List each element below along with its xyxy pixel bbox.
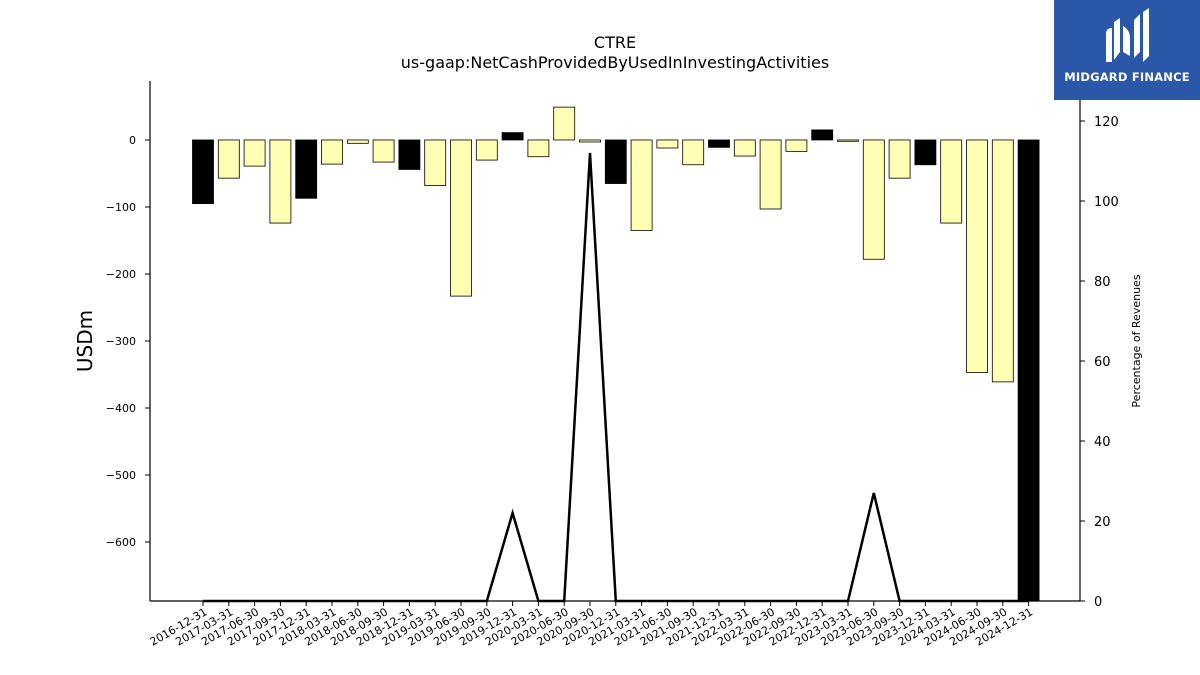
logo-text: MIDGARD FINANCE (1064, 70, 1190, 84)
y2-tick-label: 20 (1094, 515, 1111, 530)
y-axis-label: USDm (73, 310, 97, 372)
logo-mark-icon (1106, 8, 1149, 62)
bar (940, 139, 963, 224)
line-series (203, 152, 1029, 603)
bar (811, 129, 834, 141)
y-tick-label: −200 (106, 268, 136, 281)
bar (966, 139, 988, 373)
y2-tick-label: 60 (1094, 355, 1111, 370)
y-tick-label: −500 (106, 469, 136, 482)
bar (192, 139, 214, 205)
bar (862, 139, 885, 260)
chart-subtitle: us-gaap:NetCashProvidedByUsedInInvesting… (401, 53, 829, 72)
bar (269, 139, 292, 224)
bar (346, 139, 369, 144)
bar (217, 139, 240, 179)
y-tick-label: −300 (106, 335, 136, 348)
bar (295, 139, 318, 199)
logo: MIDGARD FINANCE (1054, 0, 1200, 100)
bar (553, 106, 576, 141)
bar (785, 139, 808, 152)
y-tick-label: 0 (129, 134, 136, 147)
bar (656, 139, 679, 149)
y2-tick-label: 0 (1094, 595, 1102, 610)
bar (708, 139, 730, 148)
bar (682, 139, 705, 166)
line-group (203, 152, 1029, 603)
bar (604, 139, 627, 184)
bar (630, 139, 653, 231)
bar (527, 139, 550, 158)
bar (501, 132, 524, 141)
bar (733, 139, 756, 157)
bar (837, 139, 859, 142)
bar (1017, 139, 1040, 602)
y-tick-label: −600 (106, 536, 136, 549)
y-tick-label: −400 (106, 402, 136, 415)
y2-tick-label: 120 (1094, 115, 1119, 130)
bar (914, 139, 937, 166)
bar (372, 139, 395, 163)
bar (398, 139, 421, 170)
bar (321, 139, 343, 165)
bar (579, 139, 601, 143)
bar (759, 139, 782, 210)
bar (888, 139, 911, 179)
y2-tick-label: 100 (1094, 195, 1119, 210)
bar (424, 139, 447, 186)
y2-tick-label: 80 (1094, 275, 1111, 290)
y-tick-label: −100 (106, 201, 136, 214)
bar (991, 139, 1014, 383)
bar (475, 139, 498, 161)
bar (243, 139, 266, 167)
bars-group (192, 106, 1040, 602)
y2-axis-label: Percentage of Revenues (1130, 274, 1143, 407)
chart-title: CTRE (594, 33, 636, 52)
y2-tick-label: 40 (1094, 435, 1111, 450)
bar (450, 139, 472, 297)
